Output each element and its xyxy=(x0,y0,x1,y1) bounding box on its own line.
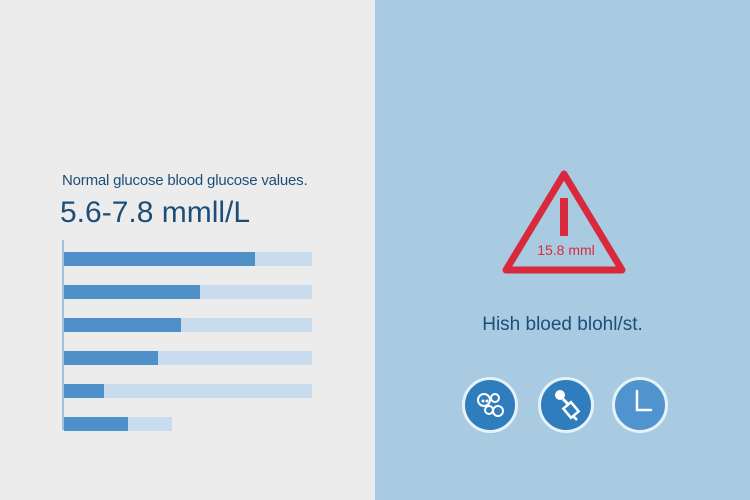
bar-fill xyxy=(64,318,181,332)
clock-icon[interactable] xyxy=(612,377,668,433)
bar-fill xyxy=(64,417,128,431)
bar-fill xyxy=(64,351,158,365)
bar-track xyxy=(64,384,312,398)
left-panel: Normal glucose blood glucose values. 5.6… xyxy=(0,0,375,500)
warning-value: 15.8 mml xyxy=(537,242,595,258)
glucose-subtitle: Normal glucose blood glucose values. xyxy=(62,172,308,189)
bar-axis xyxy=(62,240,64,430)
glucose-range: 5.6-7.8 mmll/L xyxy=(60,196,251,229)
status-text: Hish bloed blohl/st. xyxy=(482,314,643,335)
warning-triangle-icon xyxy=(502,170,626,274)
bar-fill xyxy=(64,285,200,299)
syringe-icon[interactable] xyxy=(538,377,594,433)
bar-fill xyxy=(64,252,255,266)
molecule-icon[interactable] xyxy=(462,377,518,433)
bar-fill xyxy=(64,384,104,398)
